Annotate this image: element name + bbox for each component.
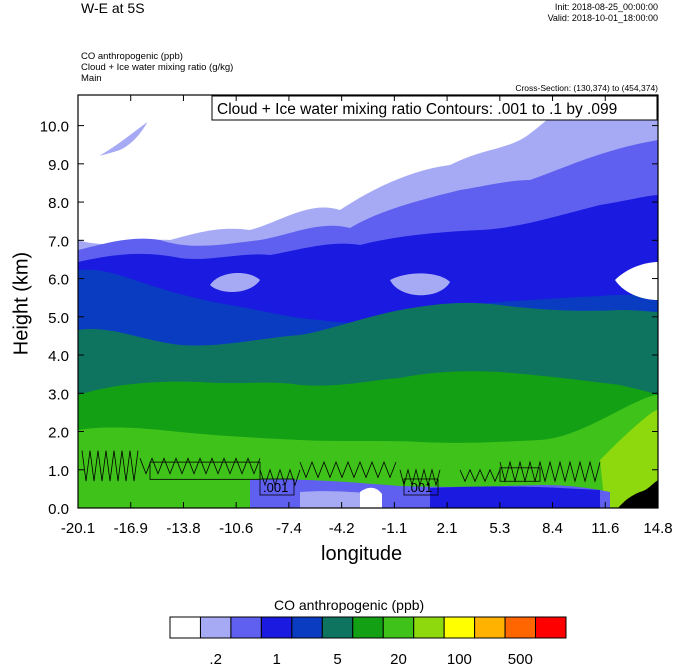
contour-label-box xyxy=(259,478,295,496)
y-tick-label: 2.0 xyxy=(48,425,69,442)
colorbar-swatch xyxy=(321,616,354,639)
x-tick-label: 2.1 xyxy=(437,520,458,537)
x-tick-label: 8.4 xyxy=(542,520,563,537)
field-label-cloud: Cloud + Ice water mixing ratio (g/kg) xyxy=(81,62,234,73)
y-tick-label: 5.0 xyxy=(48,310,69,327)
x-tick-label: 11.6 xyxy=(591,520,619,537)
cloud-contour xyxy=(259,468,301,487)
contour-title: Cloud + Ice water mixing ratio Contours:… xyxy=(217,101,617,118)
band-pocket-2 xyxy=(390,273,450,296)
cloud-contour xyxy=(149,461,261,480)
x-axis-ticks: -20.1 -16.9 -13.8 -10.6 -7.4 -4.2 -1.1 2.1 5.3 8.… xyxy=(61,95,673,537)
contour-label: .001 xyxy=(407,480,432,495)
y-tick-label: 10.0 xyxy=(40,119,69,136)
init-time: Init: 2018-08-25_00:00:00 xyxy=(554,2,658,12)
y-axis-label: Height (km) xyxy=(10,251,33,356)
band-light-green xyxy=(78,395,658,508)
colorbar-swatch xyxy=(535,616,567,639)
contour-labels: .001 .001 xyxy=(259,478,439,496)
colorbar-swatch xyxy=(169,616,201,639)
x-tick-label: -4.2 xyxy=(329,520,355,537)
colorbar-tick-label: 5 xyxy=(333,651,341,667)
y-tick-label: 0.0 xyxy=(48,501,69,518)
colorbar-swatch xyxy=(291,616,323,639)
contour-label-box xyxy=(403,478,439,496)
y-tick-label: 8.0 xyxy=(48,195,69,212)
y-tick-label: 3.0 xyxy=(48,386,69,403)
colorbar-tick-label: 1 xyxy=(272,651,280,667)
band-lime xyxy=(600,410,658,508)
cloud-contour xyxy=(81,450,139,482)
x-tick-label: -16.9 xyxy=(114,520,148,537)
colorbar-title: CO anthropogenic (ppb) xyxy=(274,597,425,613)
valid-time: Valid: 2018-10-01_18:00:00 xyxy=(547,13,658,23)
colorbar-tick-label: 20 xyxy=(390,651,407,667)
y-tick-label: 6.0 xyxy=(48,272,69,289)
colorbar-swatch xyxy=(352,616,384,639)
y-tick-label: 1.0 xyxy=(48,463,69,480)
colorbar-tick-label: 500 xyxy=(508,651,533,667)
y-axis-ticks: 0.0 1.0 2.0 3.0 4.0 5.0 6.0 7.0 8.0 9.0 10.0 xyxy=(40,119,658,518)
colorbar-swatch xyxy=(382,616,415,639)
chart-main-title: W-E at 5S xyxy=(81,0,145,16)
cloud-contour-lines xyxy=(81,450,601,487)
x-tick-label: -20.1 xyxy=(61,520,95,537)
band-pocket-3 xyxy=(615,262,658,300)
colorbar-swatch xyxy=(199,616,232,639)
contour-label: .001 xyxy=(263,480,288,495)
x-axis-label: longitude xyxy=(321,543,403,565)
plot-frame xyxy=(77,94,659,509)
cloud-contour xyxy=(499,467,541,482)
terrain-black xyxy=(618,480,658,508)
colorbar-swatch xyxy=(504,616,537,639)
colorbar-tick-label: .2 xyxy=(209,651,222,667)
x-tick-label: -13.8 xyxy=(166,520,200,537)
colorbar-tick-label: 100 xyxy=(447,651,472,667)
y-tick-label: 7.0 xyxy=(48,233,69,250)
field-label-co: CO anthropogenic (ppb) xyxy=(81,51,183,62)
colorbar: .2 1 5 20 100 500 xyxy=(169,616,567,667)
x-tick-label: 5.3 xyxy=(489,520,510,537)
cloud-contour xyxy=(399,468,441,487)
contour-title-box xyxy=(211,95,658,121)
x-tick-label: -1.1 xyxy=(381,520,407,537)
colorbar-swatch xyxy=(443,616,476,639)
x-tick-label: 14.8 xyxy=(643,520,672,537)
cloud-contour xyxy=(459,468,501,483)
y-tick-label: 4.0 xyxy=(48,348,69,365)
x-tick-label: -7.4 xyxy=(276,520,302,537)
field-label-main: Main xyxy=(81,73,102,84)
band-surface-darkblue xyxy=(430,486,600,508)
cross-section-label: Cross-Section: (130,374) to (454,374) xyxy=(515,83,658,93)
colorbar-swatch xyxy=(230,616,262,639)
band-pocket-1 xyxy=(210,273,260,292)
band-surface-white xyxy=(360,487,382,508)
cloud-contour xyxy=(299,461,397,479)
y-tick-label: 9.0 xyxy=(48,157,69,174)
x-tick-label: -10.6 xyxy=(219,520,253,537)
band-top-white xyxy=(78,95,560,165)
colorbar-swatch xyxy=(474,616,506,639)
cloud-contour xyxy=(139,457,261,475)
cloud-contour xyxy=(499,460,601,483)
colorbar-swatch xyxy=(413,616,445,639)
colorbar-swatch xyxy=(260,616,293,639)
heatmap-fill-layers xyxy=(78,95,658,508)
